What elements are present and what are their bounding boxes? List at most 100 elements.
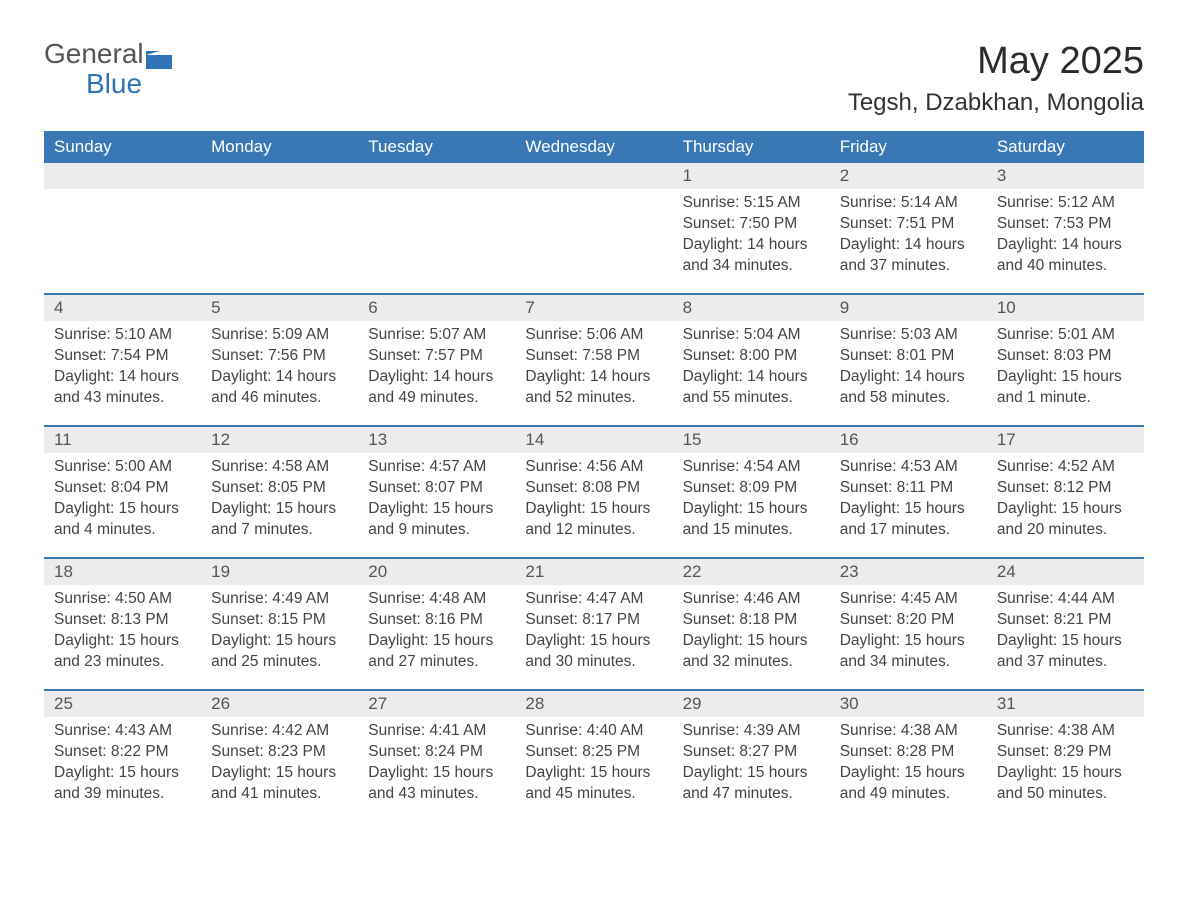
calendar: Sunday Monday Tuesday Wednesday Thursday… bbox=[44, 131, 1144, 821]
day-body-row: Sunrise: 4:43 AMSunset: 8:22 PMDaylight:… bbox=[44, 717, 1144, 821]
sunrise-text: Sunrise: 4:57 AM bbox=[368, 457, 505, 478]
day-cell bbox=[201, 189, 358, 293]
title-block: May 2025 Tegsh, Dzabkhan, Mongolia bbox=[848, 40, 1144, 117]
daylight-text: Daylight: 15 hours and 43 minutes. bbox=[368, 763, 505, 805]
sunrise-text: Sunrise: 4:41 AM bbox=[368, 721, 505, 742]
page-header: General Blue May 2025 Tegsh, Dzabkhan, M… bbox=[44, 40, 1144, 117]
day-cell: Sunrise: 5:14 AMSunset: 7:51 PMDaylight:… bbox=[830, 189, 987, 293]
day-cell: Sunrise: 4:39 AMSunset: 8:27 PMDaylight:… bbox=[673, 717, 830, 821]
day-number: 2 bbox=[830, 163, 987, 189]
day-cell: Sunrise: 4:41 AMSunset: 8:24 PMDaylight:… bbox=[358, 717, 515, 821]
daylight-text: Daylight: 15 hours and 12 minutes. bbox=[525, 499, 662, 541]
sunset-text: Sunset: 8:22 PM bbox=[54, 742, 191, 763]
day-number: 23 bbox=[830, 559, 987, 585]
day-number: 27 bbox=[358, 691, 515, 717]
weekday-header: Tuesday bbox=[358, 131, 515, 163]
day-number: 1 bbox=[673, 163, 830, 189]
day-cell: Sunrise: 4:58 AMSunset: 8:05 PMDaylight:… bbox=[201, 453, 358, 557]
day-cell: Sunrise: 4:45 AMSunset: 8:20 PMDaylight:… bbox=[830, 585, 987, 689]
day-number: 14 bbox=[515, 427, 672, 453]
daylight-text: Daylight: 15 hours and 23 minutes. bbox=[54, 631, 191, 673]
day-cell bbox=[44, 189, 201, 293]
month-title: May 2025 bbox=[848, 40, 1144, 83]
day-cell: Sunrise: 4:46 AMSunset: 8:18 PMDaylight:… bbox=[673, 585, 830, 689]
sunset-text: Sunset: 8:29 PM bbox=[997, 742, 1134, 763]
sunrise-text: Sunrise: 5:15 AM bbox=[683, 193, 820, 214]
sunrise-text: Sunrise: 4:38 AM bbox=[997, 721, 1134, 742]
sunrise-text: Sunrise: 4:45 AM bbox=[840, 589, 977, 610]
day-cell: Sunrise: 5:12 AMSunset: 7:53 PMDaylight:… bbox=[987, 189, 1144, 293]
sunrise-text: Sunrise: 4:54 AM bbox=[683, 457, 820, 478]
sunset-text: Sunset: 8:04 PM bbox=[54, 478, 191, 499]
sunrise-text: Sunrise: 4:58 AM bbox=[211, 457, 348, 478]
daylight-text: Daylight: 14 hours and 34 minutes. bbox=[683, 235, 820, 277]
sunrise-text: Sunrise: 4:43 AM bbox=[54, 721, 191, 742]
sunrise-text: Sunrise: 5:07 AM bbox=[368, 325, 505, 346]
day-number: 4 bbox=[44, 295, 201, 321]
day-number: 24 bbox=[987, 559, 1144, 585]
daylight-text: Daylight: 15 hours and 37 minutes. bbox=[997, 631, 1134, 673]
day-cell: Sunrise: 4:38 AMSunset: 8:28 PMDaylight:… bbox=[830, 717, 987, 821]
sunrise-text: Sunrise: 5:01 AM bbox=[997, 325, 1134, 346]
day-cell: Sunrise: 4:43 AMSunset: 8:22 PMDaylight:… bbox=[44, 717, 201, 821]
day-cell: Sunrise: 5:00 AMSunset: 8:04 PMDaylight:… bbox=[44, 453, 201, 557]
day-number bbox=[44, 163, 201, 189]
day-cell: Sunrise: 5:10 AMSunset: 7:54 PMDaylight:… bbox=[44, 321, 201, 425]
sunset-text: Sunset: 8:17 PM bbox=[525, 610, 662, 631]
day-cell: Sunrise: 4:38 AMSunset: 8:29 PMDaylight:… bbox=[987, 717, 1144, 821]
daylight-text: Daylight: 15 hours and 4 minutes. bbox=[54, 499, 191, 541]
sunset-text: Sunset: 8:13 PM bbox=[54, 610, 191, 631]
sunset-text: Sunset: 8:11 PM bbox=[840, 478, 977, 499]
day-cell: Sunrise: 5:07 AMSunset: 7:57 PMDaylight:… bbox=[358, 321, 515, 425]
sunrise-text: Sunrise: 5:12 AM bbox=[997, 193, 1134, 214]
weekday-header: Monday bbox=[201, 131, 358, 163]
day-number bbox=[201, 163, 358, 189]
sunrise-text: Sunrise: 4:40 AM bbox=[525, 721, 662, 742]
sunset-text: Sunset: 8:16 PM bbox=[368, 610, 505, 631]
sunset-text: Sunset: 8:07 PM bbox=[368, 478, 505, 499]
daylight-text: Daylight: 15 hours and 50 minutes. bbox=[997, 763, 1134, 805]
weekday-header-row: Sunday Monday Tuesday Wednesday Thursday… bbox=[44, 131, 1144, 163]
day-number: 21 bbox=[515, 559, 672, 585]
sunrise-text: Sunrise: 4:44 AM bbox=[997, 589, 1134, 610]
day-body-row: Sunrise: 5:00 AMSunset: 8:04 PMDaylight:… bbox=[44, 453, 1144, 557]
daylight-text: Daylight: 15 hours and 30 minutes. bbox=[525, 631, 662, 673]
sunset-text: Sunset: 7:57 PM bbox=[368, 346, 505, 367]
sunrise-text: Sunrise: 4:56 AM bbox=[525, 457, 662, 478]
daylight-text: Daylight: 15 hours and 20 minutes. bbox=[997, 499, 1134, 541]
sunset-text: Sunset: 8:27 PM bbox=[683, 742, 820, 763]
day-number: 28 bbox=[515, 691, 672, 717]
weekday-header: Wednesday bbox=[515, 131, 672, 163]
day-cell: Sunrise: 5:15 AMSunset: 7:50 PMDaylight:… bbox=[673, 189, 830, 293]
sunrise-text: Sunrise: 4:50 AM bbox=[54, 589, 191, 610]
day-number-row: 25262728293031 bbox=[44, 689, 1144, 717]
sunrise-text: Sunrise: 4:52 AM bbox=[997, 457, 1134, 478]
sunrise-text: Sunrise: 4:42 AM bbox=[211, 721, 348, 742]
daylight-text: Daylight: 15 hours and 41 minutes. bbox=[211, 763, 348, 805]
day-number: 19 bbox=[201, 559, 358, 585]
sunset-text: Sunset: 8:09 PM bbox=[683, 478, 820, 499]
daylight-text: Daylight: 15 hours and 39 minutes. bbox=[54, 763, 191, 805]
day-cell: Sunrise: 5:04 AMSunset: 8:00 PMDaylight:… bbox=[673, 321, 830, 425]
day-number bbox=[358, 163, 515, 189]
day-number-row: 11121314151617 bbox=[44, 425, 1144, 453]
sunrise-text: Sunrise: 5:14 AM bbox=[840, 193, 977, 214]
day-number: 11 bbox=[44, 427, 201, 453]
day-number: 18 bbox=[44, 559, 201, 585]
daylight-text: Daylight: 14 hours and 55 minutes. bbox=[683, 367, 820, 409]
sunset-text: Sunset: 7:56 PM bbox=[211, 346, 348, 367]
sunset-text: Sunset: 8:20 PM bbox=[840, 610, 977, 631]
day-cell: Sunrise: 4:40 AMSunset: 8:25 PMDaylight:… bbox=[515, 717, 672, 821]
daylight-text: Daylight: 14 hours and 46 minutes. bbox=[211, 367, 348, 409]
sunset-text: Sunset: 7:58 PM bbox=[525, 346, 662, 367]
daylight-text: Daylight: 15 hours and 17 minutes. bbox=[840, 499, 977, 541]
day-body-row: Sunrise: 5:10 AMSunset: 7:54 PMDaylight:… bbox=[44, 321, 1144, 425]
daylight-text: Daylight: 15 hours and 25 minutes. bbox=[211, 631, 348, 673]
sunrise-text: Sunrise: 5:00 AM bbox=[54, 457, 191, 478]
daylight-text: Daylight: 15 hours and 49 minutes. bbox=[840, 763, 977, 805]
day-number: 10 bbox=[987, 295, 1144, 321]
sunrise-text: Sunrise: 5:09 AM bbox=[211, 325, 348, 346]
daylight-text: Daylight: 15 hours and 7 minutes. bbox=[211, 499, 348, 541]
day-number: 7 bbox=[515, 295, 672, 321]
sunset-text: Sunset: 8:08 PM bbox=[525, 478, 662, 499]
